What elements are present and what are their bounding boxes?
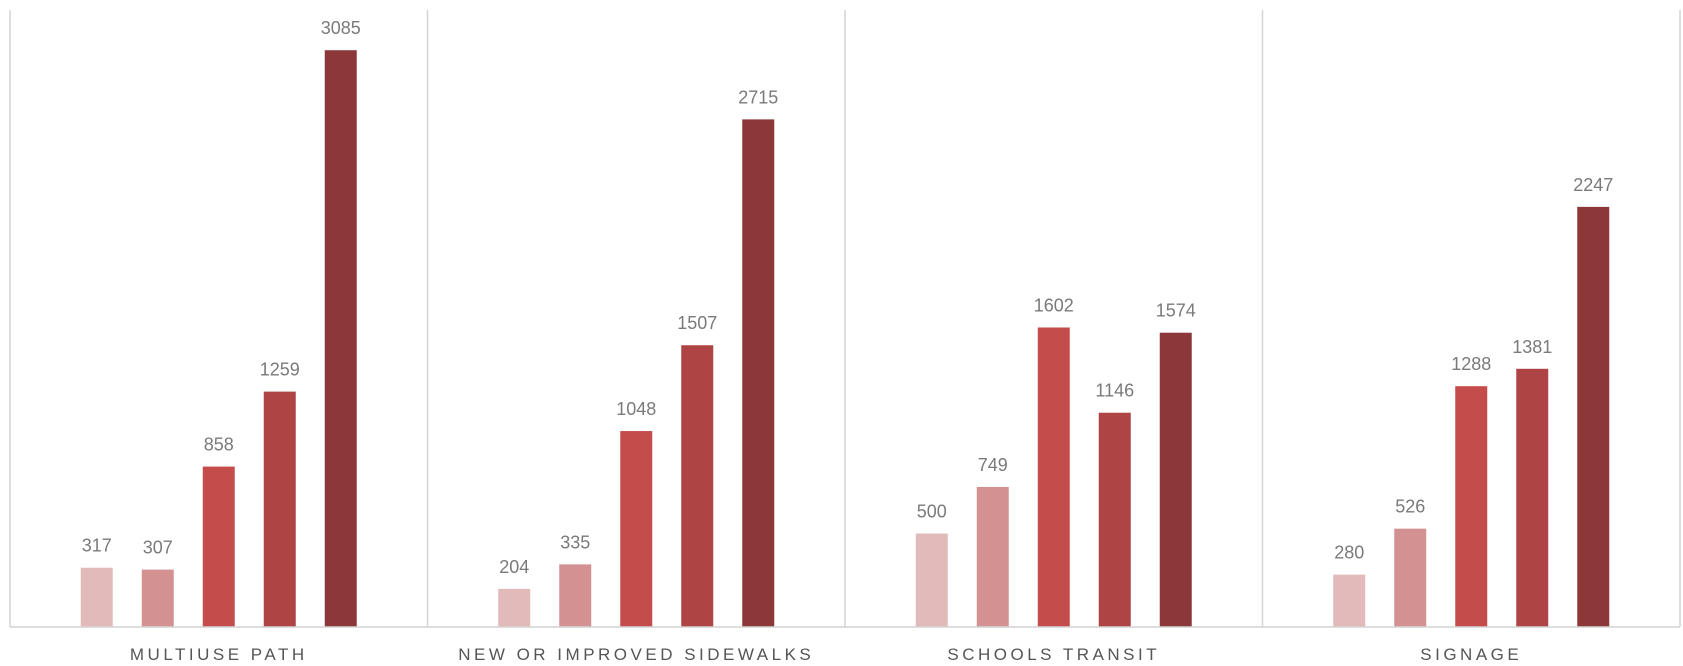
bar xyxy=(1037,327,1070,627)
bar xyxy=(141,569,174,627)
bar-value-label: 1288 xyxy=(1451,354,1491,374)
value-labels: 317 307 858 1259 3085 204 335 1048 1507 2715 500 74… xyxy=(82,18,1614,577)
bar-value-label: 2247 xyxy=(1573,175,1613,195)
bar xyxy=(620,431,653,627)
bar-value-label: 335 xyxy=(560,532,590,552)
bar-value-label: 1574 xyxy=(1156,301,1196,321)
bar xyxy=(80,567,113,627)
bar xyxy=(498,588,531,627)
bar xyxy=(263,391,296,627)
bar-value-label: 1381 xyxy=(1512,337,1552,357)
bar xyxy=(1516,368,1549,627)
bar-value-label: 3085 xyxy=(321,18,361,38)
bar xyxy=(202,466,235,627)
bar xyxy=(915,533,948,627)
bar-series-group xyxy=(80,50,1610,628)
bar xyxy=(1333,574,1366,627)
category-dividers xyxy=(9,10,1681,627)
bar-value-label: 317 xyxy=(82,536,112,556)
bar-value-label: 1602 xyxy=(1034,295,1074,315)
bar-value-label: 749 xyxy=(978,455,1008,475)
category-label: MULTIUSE PATH xyxy=(130,645,308,664)
category-labels: MULTIUSE PATH NEW OR IMPROVED SIDEWALKS SC… xyxy=(130,645,1522,664)
bar-value-label: 280 xyxy=(1334,543,1364,563)
bar xyxy=(976,486,1009,627)
bar xyxy=(742,119,775,628)
category-label: SCHOOLS TRANSIT xyxy=(947,645,1160,664)
bar-value-label: 1048 xyxy=(616,399,656,419)
bar xyxy=(1394,528,1427,627)
bar xyxy=(1577,206,1610,627)
bar xyxy=(559,564,592,627)
category-label: NEW OR IMPROVED SIDEWALKS xyxy=(458,645,814,664)
bar-value-label: 1146 xyxy=(1095,381,1134,401)
bar-value-label: 526 xyxy=(1395,497,1425,517)
bar xyxy=(324,50,357,627)
bar-value-label: 2715 xyxy=(738,87,778,107)
bar xyxy=(1159,332,1192,627)
bar-value-label: 858 xyxy=(204,435,234,455)
bar-value-label: 1259 xyxy=(260,360,300,380)
bar xyxy=(1098,412,1131,627)
bar-value-label: 204 xyxy=(499,557,529,577)
bar xyxy=(1455,386,1488,627)
category-label: SIGNAGE xyxy=(1420,645,1522,664)
bar-value-label: 307 xyxy=(143,538,173,558)
bar xyxy=(681,345,714,627)
bar-value-label: 1507 xyxy=(677,313,717,333)
bar-value-label: 500 xyxy=(917,502,947,522)
